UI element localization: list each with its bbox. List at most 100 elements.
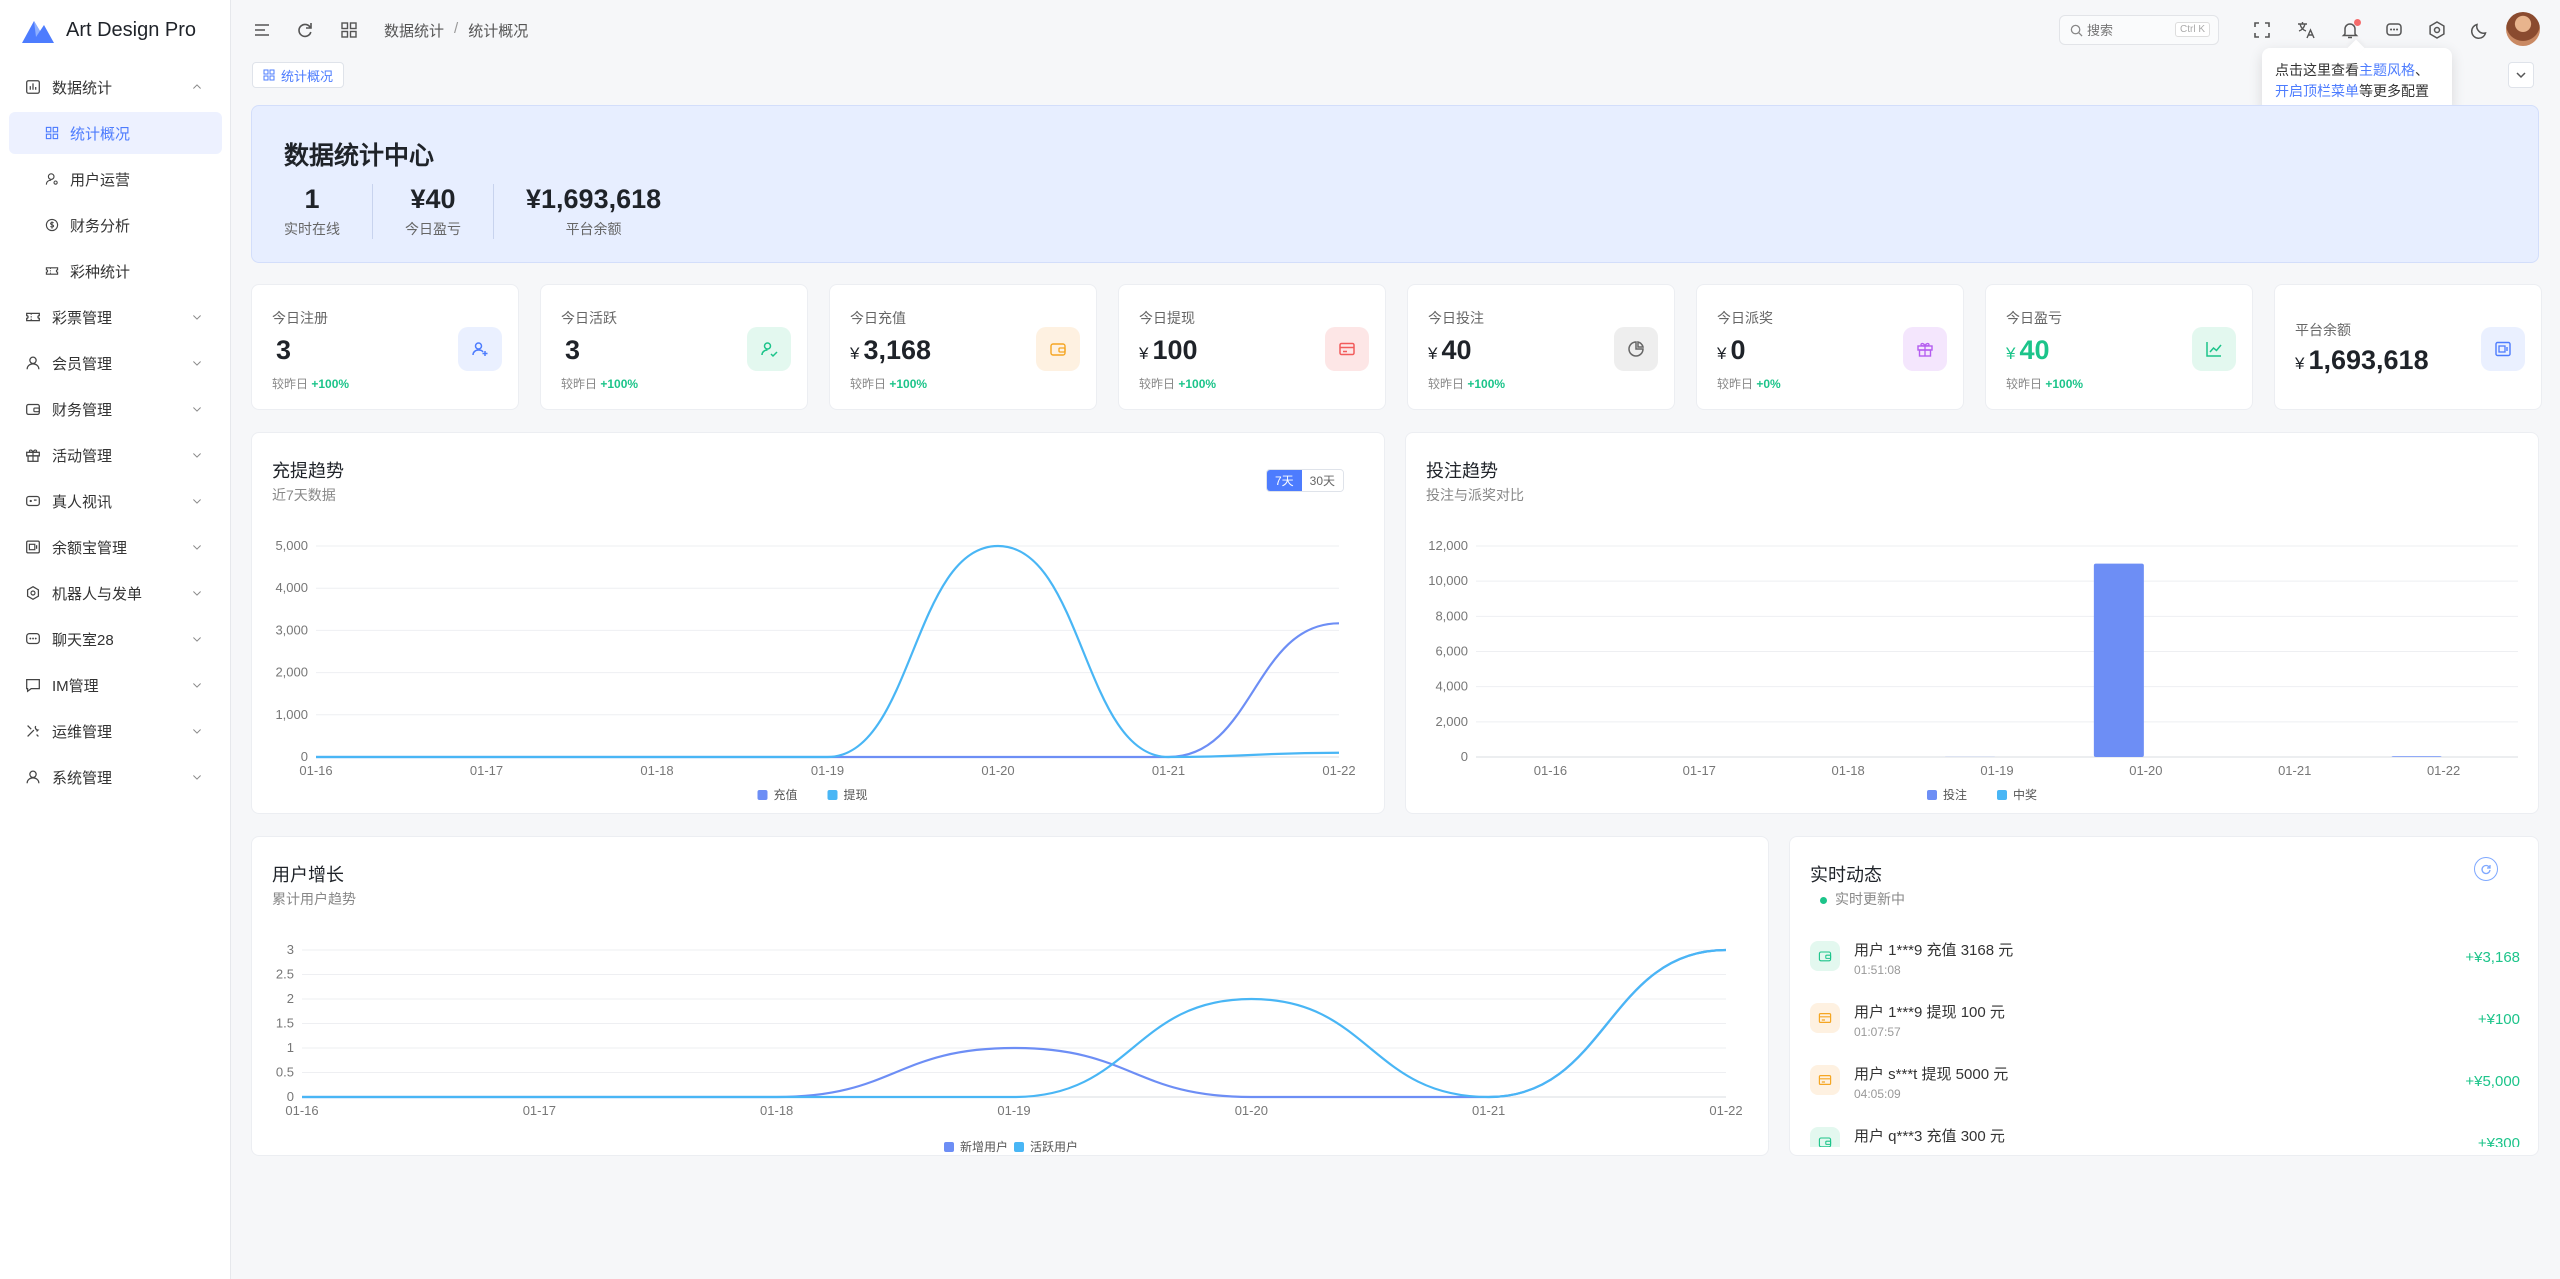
activity-text: 用户 s***t 提现 5000 元 <box>1854 1066 2009 1083</box>
legend-label[interactable]: 新增用户 <box>960 1139 1008 1154</box>
sidebar-item[interactable]: 财务管理 <box>0 386 231 432</box>
overview-hero: 数据统计中心 1 实时在线 ¥40 今日盈亏 ¥1,693,618 平台余额 <box>251 105 2539 263</box>
hero-stats: 1 实时在线 ¥40 今日盈亏 ¥1,693,618 平台余额 <box>284 184 693 239</box>
stat-value-wrap: ¥40 <box>1428 335 1472 366</box>
search-box[interactable]: Ctrl K <box>2059 15 2219 45</box>
dark-mode-moon-icon[interactable] <box>2470 20 2490 40</box>
legend-swatch[interactable] <box>1014 1142 1024 1152</box>
sidebar-item-label: IM管理 <box>52 677 99 695</box>
sidebar-subitem[interactable]: 财务分析 <box>0 202 231 248</box>
trend-icon <box>2192 327 2236 371</box>
legend-label[interactable]: 活跃用户 <box>1030 1139 1078 1154</box>
stat-title: 今日投注 <box>1428 310 1484 326</box>
sidebar-item-label: 数据统计 <box>52 79 113 97</box>
sidebar-subitem[interactable]: 用户运营 <box>0 156 231 202</box>
translate-icon[interactable] <box>2296 20 2316 40</box>
collapse-menu-icon[interactable] <box>252 20 272 40</box>
card-title: 充提趋势 <box>272 461 344 481</box>
stat-compare-label: 较昨日 <box>1717 377 1754 391</box>
stat-card: 今日盈亏 ¥40 较昨日 +100% <box>1985 284 2253 410</box>
chart-icon <box>24 78 42 96</box>
sidebar-item[interactable]: 活动管理 <box>0 432 231 478</box>
settings-gear-icon[interactable] <box>2427 20 2447 40</box>
tooltip-link-theme[interactable]: 主题风格 <box>2359 62 2415 78</box>
apps-grid-icon[interactable] <box>339 20 359 40</box>
user-avatar[interactable] <box>2506 12 2540 46</box>
notification-bell-icon[interactable] <box>2340 20 2360 40</box>
user-growth-chart: 0 0.5 1 1.5 2 2.5 3 01-16 01-17 01-18 01-19 01-20 01… <box>276 942 1743 1154</box>
x-tick-label: 01-17 <box>523 1103 556 1118</box>
legend-label[interactable]: 充值 <box>774 787 798 802</box>
wallet-icon <box>1810 941 1840 971</box>
chevron-down-icon <box>191 633 203 645</box>
grid-icon <box>44 125 60 141</box>
sidebar-item[interactable]: 数据统计 <box>0 64 231 110</box>
breadcrumb-item[interactable]: 数据统计 <box>384 23 445 40</box>
live-label: 实时更新中 <box>1835 891 1905 907</box>
stat-value: 1,693,618 <box>2308 345 2429 375</box>
stat-value-wrap: ¥100 <box>1139 335 1198 366</box>
recharge-trend-chart: 0 1,000 2,000 3,000 4,000 5,000 01-16 01-17 01-1… <box>275 538 1355 802</box>
sidebar-item[interactable]: 真人视讯 <box>0 478 231 524</box>
sidebar-item[interactable]: 系统管理 <box>0 754 231 800</box>
sidebar-item[interactable]: IM管理 <box>0 662 231 708</box>
stat-value: 100 <box>1152 335 1198 365</box>
search-input[interactable] <box>2087 22 2177 38</box>
sidebar-subitem[interactable]: 彩种统计 <box>0 248 231 294</box>
legend-label[interactable]: 投注 <box>1943 787 1967 802</box>
bar[interactable] <box>2391 756 2442 757</box>
card-subtitle: 实时更新中 <box>1820 889 1905 909</box>
safe-icon <box>2481 327 2525 371</box>
chat-icon[interactable] <box>2384 20 2404 40</box>
tab-menu-button[interactable] <box>2508 62 2534 88</box>
series-line[interactable] <box>316 622 1340 759</box>
refresh-button[interactable] <box>2474 857 2498 881</box>
gift-icon <box>24 446 42 464</box>
y-tick-label: 8,000 <box>1435 608 1468 623</box>
legend-label[interactable]: 中奖 <box>2013 787 2037 802</box>
y-tick-label: 3,000 <box>275 622 308 637</box>
series-line[interactable] <box>316 544 1340 759</box>
activity-amount: +¥3,168 <box>2465 949 2520 966</box>
sidebar-item[interactable]: 聊天室28 <box>0 616 231 662</box>
sidebar-item[interactable]: 运维管理 <box>0 708 231 754</box>
legend-swatch[interactable] <box>944 1142 954 1152</box>
tab-statistics-overview[interactable]: 统计概况 <box>252 62 345 88</box>
ticket-icon <box>24 308 42 326</box>
legend-swatch[interactable] <box>757 790 768 800</box>
legend-swatch[interactable] <box>827 790 838 800</box>
fullscreen-icon[interactable] <box>2252 20 2272 40</box>
refresh-icon[interactable] <box>295 20 315 40</box>
sidebar-item[interactable]: 机器人与发单 <box>0 570 231 616</box>
app-logo[interactable]: Art Design Pro <box>22 14 196 46</box>
y-tick-label: 4,000 <box>1435 679 1468 694</box>
legend-label[interactable]: 提现 <box>844 787 868 802</box>
series-line[interactable] <box>302 948 1727 1099</box>
sidebar-item-label: 余额宝管理 <box>52 539 128 557</box>
settings-tooltip: 点击这里查看主题风格、 开启顶栏菜单等更多配置 <box>2262 48 2452 112</box>
tooltip-link-topmenu[interactable]: 开启顶栏菜单 <box>2275 83 2359 99</box>
search-icon <box>2070 24 2083 37</box>
stat-value: 0 <box>1730 335 1746 365</box>
bar[interactable] <box>2093 563 2144 757</box>
message-icon <box>24 676 42 694</box>
sidebar-item[interactable]: 彩票管理 <box>0 294 231 340</box>
sidebar-item[interactable]: 余额宝管理 <box>0 524 231 570</box>
sidebar-item[interactable]: 会员管理 <box>0 340 231 386</box>
x-tick-label: 01-16 <box>1534 763 1567 778</box>
legend-swatch[interactable] <box>1927 790 1937 800</box>
legend-swatch[interactable] <box>1997 790 2007 800</box>
x-tick-label: 01-20 <box>1235 1103 1268 1118</box>
sidebar-subitem[interactable]: 统计概况 <box>9 112 222 154</box>
card-title: 投注趋势 <box>1426 461 1498 481</box>
x-tick-label: 01-17 <box>1683 763 1716 778</box>
chevron-down-icon <box>191 357 203 369</box>
x-tick-label: 01-20 <box>2129 763 2162 778</box>
activity-item: 用户 1***9 充值 3168 元 01:51:08 +¥3,168 <box>1810 927 2520 989</box>
y-tick-label: 1.5 <box>276 1016 294 1031</box>
user-icon <box>24 354 42 372</box>
range-7d-button[interactable]: 7天 <box>1266 470 1302 491</box>
range-30d-button[interactable]: 30天 <box>1301 470 1343 491</box>
wallet-icon <box>1036 327 1080 371</box>
stat-title: 今日注册 <box>272 310 328 326</box>
